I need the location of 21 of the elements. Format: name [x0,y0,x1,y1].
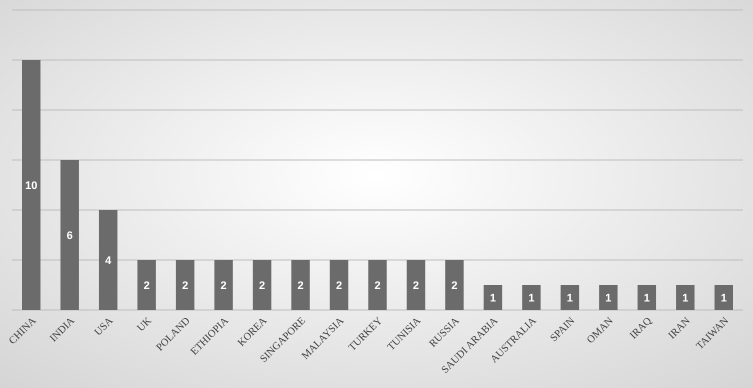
data-label: 2 [336,280,342,292]
x-tick-label: UK [135,315,154,334]
data-label: 6 [66,230,73,242]
data-label: 1 [644,292,650,304]
data-label: 10 [25,180,38,192]
data-label: 2 [220,280,227,292]
data-label: 2 [412,280,420,292]
data-label: 1 [605,292,612,304]
data-label: 1 [720,292,727,304]
data-label: 1 [682,292,688,304]
x-tick-label: USA [92,315,116,338]
data-label: 2 [374,280,381,292]
data-label: 1 [490,292,496,304]
data-label: 2 [144,280,150,292]
data-label: 4 [105,254,112,267]
data-label: 1 [528,292,534,304]
data-label: 2 [259,280,266,292]
data-label: 2 [297,280,304,292]
data-label: 2 [182,280,188,292]
data-label: 2 [451,280,458,292]
data-label: 1 [566,292,573,304]
